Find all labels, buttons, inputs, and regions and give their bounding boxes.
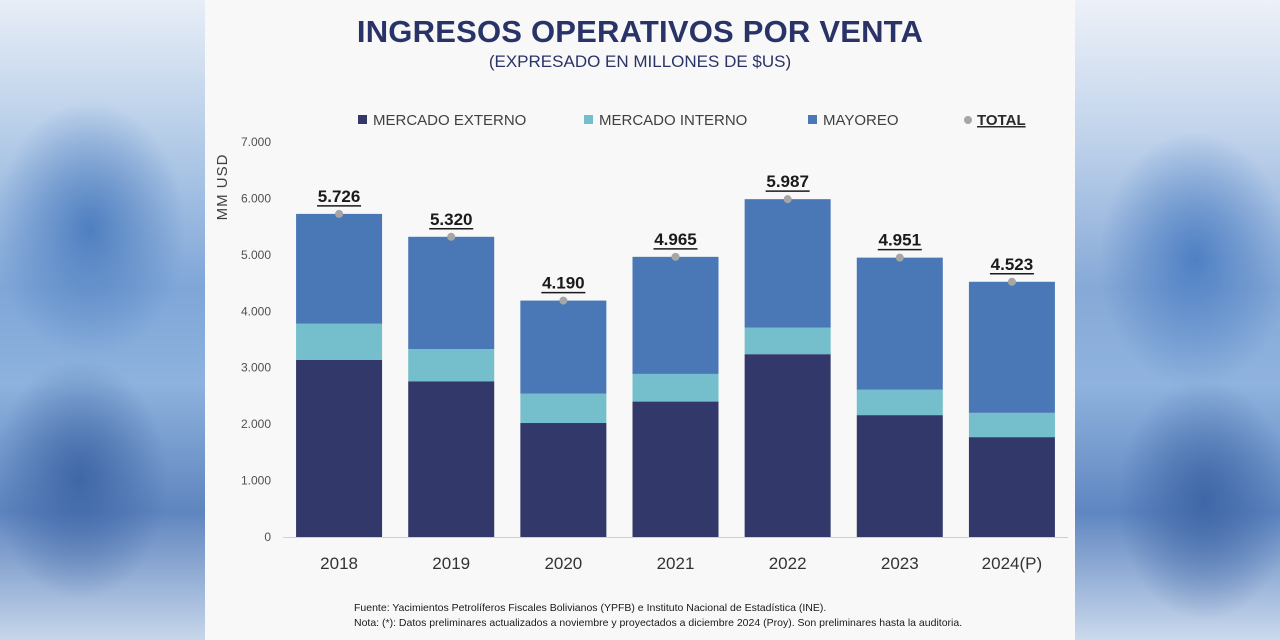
x-tick-label: 2022 <box>769 554 807 573</box>
legend-swatch <box>584 115 593 124</box>
x-tick-label: 2021 <box>657 554 695 573</box>
legend-label: MERCADO INTERNO <box>599 112 747 129</box>
y-tick-label: 0 <box>264 530 271 544</box>
total-data-label: 4.190 <box>542 274 585 293</box>
bar-mercado-interno <box>968 412 1055 438</box>
total-data-label: 5.320 <box>430 210 473 229</box>
total-data-label: 5.987 <box>766 172 809 191</box>
legend-label-total: TOTAL <box>977 112 1026 129</box>
chart-subtitle: (EXPRESADO EN MILLONES DE $US) <box>488 52 792 71</box>
bar-mercado-interno <box>520 393 607 424</box>
total-data-label: 4.965 <box>654 230 697 249</box>
bar-mayoreo <box>632 256 719 374</box>
legend-swatch <box>808 115 817 124</box>
legend-swatch <box>358 115 367 124</box>
bar-mayoreo <box>856 257 943 390</box>
y-tick-label: 1.000 <box>241 474 271 488</box>
x-tick-label: 2018 <box>320 554 358 573</box>
source-text: Fuente: Yacimientos Petrolíferos Fiscale… <box>354 602 827 614</box>
bar-mercado-interno <box>632 373 719 402</box>
total-data-label: 4.523 <box>991 255 1034 274</box>
bar-mercado-externo <box>856 415 943 537</box>
chart-title: INGRESOS OPERATIVOS POR VENTA <box>356 14 924 49</box>
total-point <box>447 232 456 241</box>
note-text: Nota: (*): Datos preliminares actualizad… <box>354 617 963 629</box>
bar-mercado-externo <box>520 423 607 537</box>
total-point <box>895 253 904 262</box>
legend-label: MAYOREO <box>823 112 899 129</box>
total-data-label: 4.951 <box>879 231 922 250</box>
source-notes: Fuente: Yacimientos Petrolíferos Fiscale… <box>354 601 1054 631</box>
bar-mercado-externo <box>296 359 383 537</box>
y-axis-label: MM USD <box>214 154 231 221</box>
bar-mercado-interno <box>744 327 831 355</box>
total-point <box>335 209 344 218</box>
bar-mercado-interno <box>408 349 495 382</box>
total-point <box>783 195 792 204</box>
bar-mayoreo <box>296 213 383 324</box>
bar-mercado-externo <box>968 437 1055 537</box>
bar-mercado-externo <box>408 381 495 537</box>
bar-mayoreo <box>520 300 607 394</box>
y-tick-label: 2.000 <box>241 417 271 431</box>
legend-label: MERCADO EXTERNO <box>373 112 526 129</box>
bar-mayoreo <box>408 236 495 350</box>
x-tick-label: 2019 <box>432 554 470 573</box>
bar-mercado-externo <box>632 401 719 537</box>
blurred-background-right <box>1075 0 1280 640</box>
bar-mercado-interno <box>296 323 383 360</box>
y-tick-label: 6.000 <box>241 191 271 205</box>
y-tick-label: 3.000 <box>241 361 271 375</box>
y-tick-label: 5.000 <box>241 248 271 262</box>
total-point <box>1007 277 1016 286</box>
y-tick-label: 4.000 <box>241 304 271 318</box>
total-point <box>671 252 680 261</box>
x-tick-label: 2023 <box>881 554 919 573</box>
total-data-label: 5.726 <box>318 187 361 206</box>
x-tick-label: 2020 <box>544 554 582 573</box>
blurred-background-left <box>0 0 205 640</box>
total-point <box>559 296 568 305</box>
bar-mercado-interno <box>856 389 943 416</box>
y-tick-label: 7.000 <box>241 135 271 149</box>
bar-mayoreo <box>968 281 1055 413</box>
bar-mayoreo <box>744 199 831 328</box>
bar-mercado-externo <box>744 354 831 537</box>
x-tick-label: 2024(P) <box>982 554 1042 573</box>
legend-total-marker <box>964 116 972 124</box>
